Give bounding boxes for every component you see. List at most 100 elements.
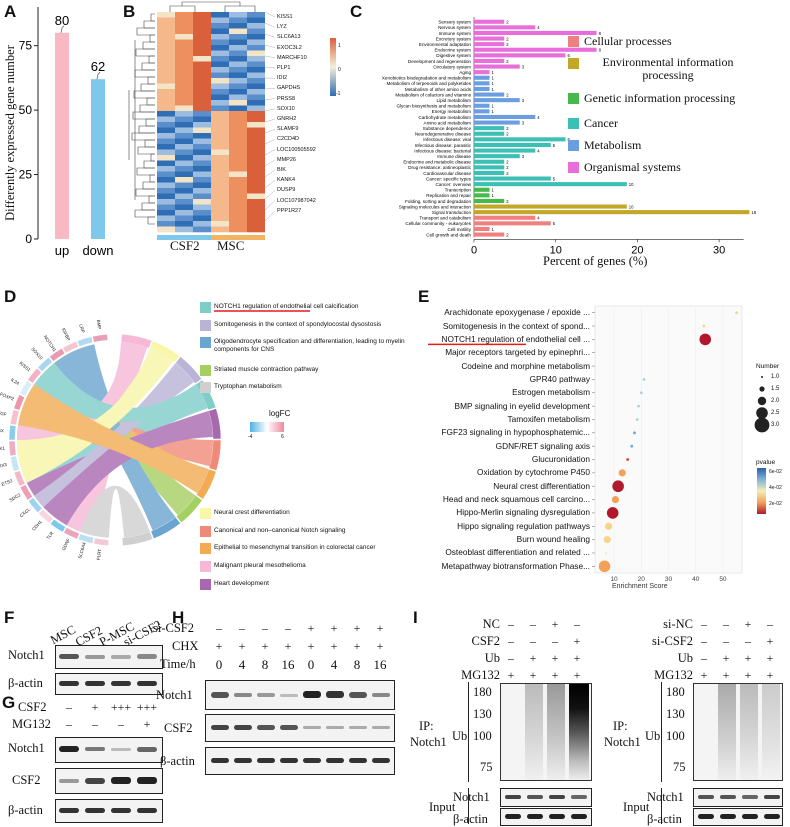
panel-e-bubble (604, 536, 611, 543)
panel-h-blot-csf2 (205, 714, 395, 742)
panel-b-heatmap-cell (211, 78, 229, 84)
panel-b-heatmap-cell (247, 122, 265, 128)
panel-b-heatmap-cell (229, 95, 247, 101)
panel-b-heatmap-cell (193, 12, 211, 18)
panel-h-time-label: Time/h (160, 657, 196, 672)
panel-b-heatmap-cell (247, 78, 265, 84)
panel-c-bar (474, 87, 490, 91)
panel-i-right-input-notch1: Notch1 (647, 790, 684, 805)
panel-b-dendrogram-branch (136, 189, 155, 196)
panel-h-chx-sign: + (257, 639, 273, 654)
panel-b-heatmap-cell (157, 84, 175, 90)
panel-c-bar (474, 76, 490, 80)
panel-c-category-label: Immune system (439, 31, 472, 36)
panel-b-heatmap-cell (211, 227, 229, 233)
panel-b-heatmap-cell (229, 84, 247, 90)
panel-b-dendrogram-branch (145, 140, 155, 147)
panel-g-csf2-sign: + (84, 700, 106, 715)
panel-b-heatmap-cell (193, 111, 211, 117)
panel-b-heatmap-cell (211, 122, 229, 128)
panel-b-heatmap-cell (193, 67, 211, 73)
panel-c-count-label: 1 (492, 227, 495, 232)
panel-b-heatmap-cell (229, 128, 247, 134)
panel-a-ytick-label: 50 (19, 103, 33, 117)
panel-b-heatmap-cell (211, 194, 229, 200)
panel-b-scale-tick-neg1: -1 (336, 91, 340, 97)
panel-b-top-dendrogram (170, 2, 255, 12)
panel-d-legend-swatch (200, 320, 211, 331)
panel-b-gene-label: MARCHF10 (277, 55, 307, 61)
panel-b-heatmap-cell (193, 56, 211, 62)
panel-c-bar (474, 193, 490, 197)
panel-i-left-row-label: Ub (485, 651, 500, 666)
panel-c-count-label: 2 (506, 126, 509, 131)
panel-b-heatmap-cell (193, 221, 211, 227)
panel-b-gene-leader (265, 170, 275, 177)
panel-b-heatmap-cell (247, 40, 265, 46)
panel-i-right-input-actin: β-actin (647, 812, 682, 827)
panel-c-count-label: 10 (629, 204, 634, 209)
panel-b-heatmap-cell (229, 89, 247, 95)
panel-b-heatmap-cell (157, 177, 175, 183)
panel-b-heatmap-cell (157, 45, 175, 51)
panel-b-heatmap-cell (175, 172, 193, 178)
panel-b-heatmap-cell (211, 56, 229, 62)
panel-b-heatmap-cell (157, 227, 175, 233)
panel-c-category-label: Metabolism of cofactors and vitamins (395, 92, 471, 97)
panel-b-heatmap-cell (193, 62, 211, 68)
panel-c-bar (474, 81, 490, 85)
panel-b-heatmap-cell (247, 227, 265, 233)
panel-i-left-ip-label: IP: (419, 719, 434, 734)
panel-c-count-label: 1 (492, 87, 495, 92)
panel-i-right-sign: – (696, 651, 712, 666)
panel-b-dendrogram-branch (142, 63, 155, 70)
panel-g-blot-notch1 (55, 737, 163, 763)
panel-b-group-msc: MSC (217, 238, 244, 254)
panel-i-right-ub-blot (693, 683, 783, 781)
panel-c-count-label: 1 (492, 70, 495, 75)
panel-b-heatmap-cell (193, 45, 211, 51)
panel-c-category-label: Circulatory system (433, 64, 471, 69)
panel-h-si-sign: + (372, 621, 388, 636)
panel-h-blot-notch1 (205, 680, 395, 710)
panel-e-color-tick-3: 2e-02 (769, 501, 782, 507)
panel-c-bar (474, 143, 551, 147)
panel-h-chx-sign: + (280, 639, 296, 654)
panel-i-right-row-label: si-CSF2 (652, 634, 693, 649)
panel-b-heatmap-cell (157, 89, 175, 95)
panel-d-gene-arc (10, 410, 19, 425)
panel-b-gene-leader (265, 129, 275, 133)
panel-b-heatmap-cell (229, 139, 247, 145)
panel-c-category-label: Development and regeneration (408, 59, 472, 64)
panel-c-count-label: 1 (492, 81, 495, 86)
panel-i-right-sign: + (718, 668, 734, 683)
panel-g-csf2-sign: +++ (110, 700, 132, 715)
panel-b-heatmap-cell (229, 199, 247, 205)
panel-e-term-label: BMP signaling in eyelid development (455, 401, 590, 411)
panel-b-heatmap-cell (211, 188, 229, 194)
panel-c-count-label: 2 (506, 36, 509, 41)
panel-g-mg132-label: MG132 (12, 717, 51, 732)
panel-b-heatmap-cell (193, 95, 211, 101)
panel-b-heatmap-cell (211, 45, 229, 51)
panel-c-category-label: Infectious disease: bacterial (414, 148, 471, 153)
panel-b-heatmap-cell (211, 29, 229, 35)
panel-d-legend-label: Tryptophan metabolism (214, 383, 282, 390)
panel-b-heatmap-cell (247, 205, 265, 211)
panel-c-legend-label: Cancer (584, 116, 618, 131)
panel-b-heatmap-cell (211, 95, 229, 101)
panel-b-heatmap-cell (247, 56, 265, 62)
panel-b-heatmap-cell (247, 106, 265, 112)
panel-b-heatmap-cell (157, 139, 175, 145)
panel-h-chx-sign: + (211, 639, 227, 654)
panel-b-heatmap-cell (157, 188, 175, 194)
panel-b-heatmap-cell (175, 150, 193, 156)
panel-b-heatmap-cell (175, 177, 193, 183)
panel-b-heatmap-cell (211, 155, 229, 161)
panel-b-heatmap-cell (175, 216, 193, 222)
panel-b-heatmap-cell (175, 139, 193, 145)
panel-b-heatmap-cell (247, 100, 265, 106)
panel-b-heatmap-cell (247, 150, 265, 156)
